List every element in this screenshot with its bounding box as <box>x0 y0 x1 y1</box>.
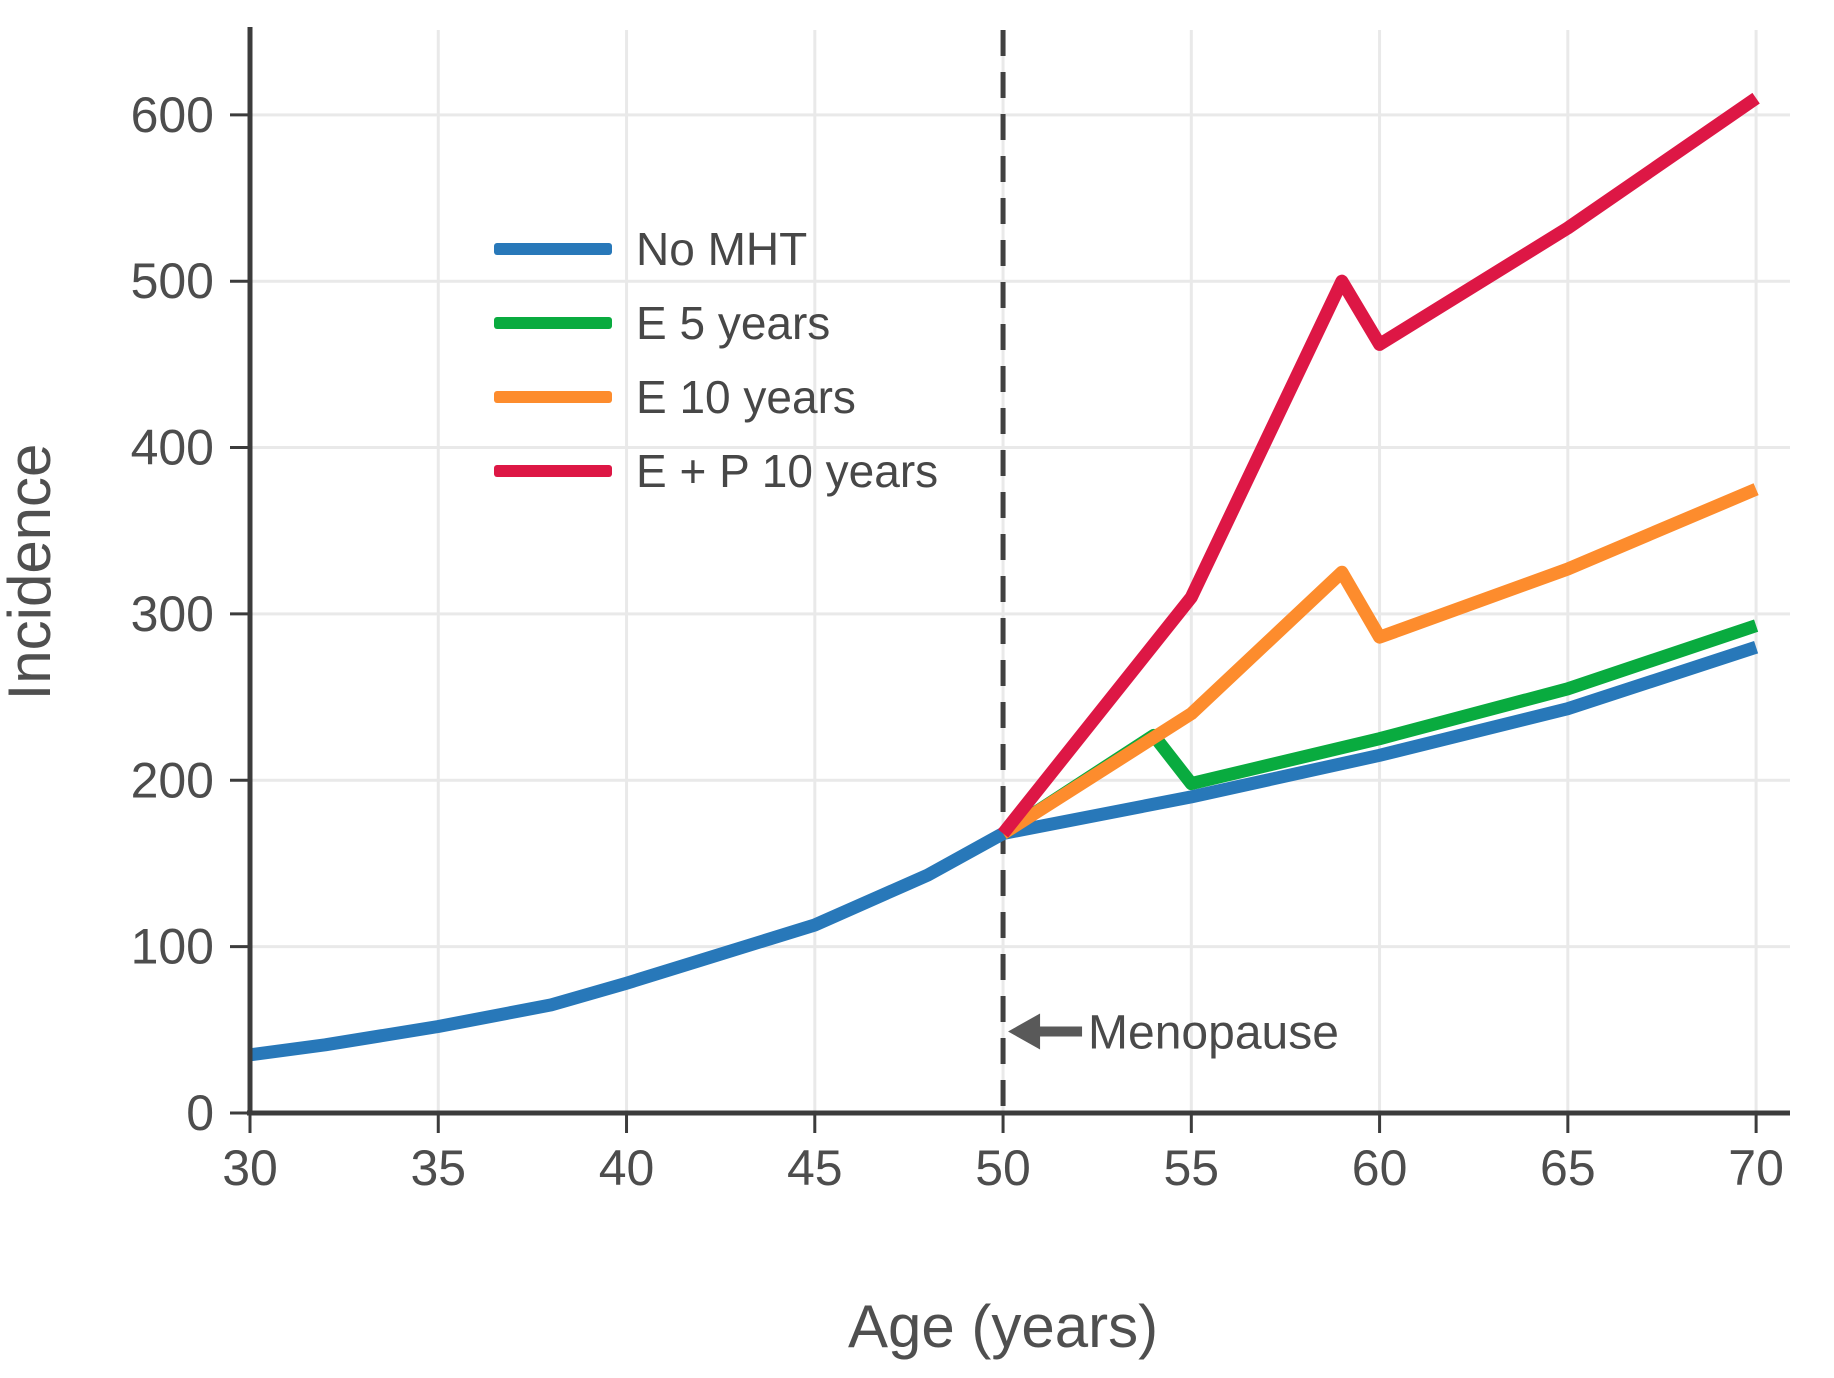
legend-label: No MHT <box>636 223 807 275</box>
legend-swatch <box>494 317 612 329</box>
legend: No MHT E 5 years E 10 years E + P 10 years <box>494 223 938 497</box>
legend-label: E + P 10 years <box>636 445 938 497</box>
x-tick-label: 50 <box>975 1140 1031 1196</box>
legend-swatch <box>494 391 612 403</box>
y-tick-label: 100 <box>131 919 214 975</box>
x-tick-label: 30 <box>222 1140 278 1196</box>
y-tick-label: 300 <box>131 586 214 642</box>
y-tick-label: 600 <box>131 87 214 143</box>
x-tick-label: 55 <box>1164 1140 1220 1196</box>
y-tick-label: 0 <box>186 1085 214 1141</box>
tick-labels-layer: 30 35 40 45 50 55 60 65 70 0 100 200 300 400 500 600 <box>131 87 1784 1196</box>
x-tick-label: 70 <box>1728 1140 1784 1196</box>
series-line-e-p-10-years <box>998 92 1760 838</box>
menopause-label: Menopause <box>1088 1006 1339 1059</box>
x-axis-title: Age (years) <box>848 1293 1158 1360</box>
legend-swatch <box>494 243 612 255</box>
y-tick-label: 200 <box>131 752 214 808</box>
x-tick-label: 40 <box>599 1140 655 1196</box>
legend-label: E 10 years <box>636 371 856 423</box>
data-series-layer <box>249 92 1760 1062</box>
x-tick-label: 35 <box>410 1140 466 1196</box>
axes-layer <box>230 27 1790 1133</box>
legend-label: E 5 years <box>636 297 830 349</box>
x-tick-label: 60 <box>1352 1140 1408 1196</box>
y-tick-label: 500 <box>131 253 214 309</box>
y-axis-title: Incidence <box>0 444 63 701</box>
x-tick-label: 65 <box>1540 1140 1596 1196</box>
x-tick-label: 45 <box>787 1140 843 1196</box>
left-arrow-icon <box>1008 1013 1041 1050</box>
series-line-e-10-years <box>999 483 1759 839</box>
series-line-no-mht <box>249 641 1759 1062</box>
y-tick-label: 400 <box>131 420 214 476</box>
legend-swatch <box>494 465 612 477</box>
menopause-annotation: Menopause <box>1008 1006 1339 1059</box>
